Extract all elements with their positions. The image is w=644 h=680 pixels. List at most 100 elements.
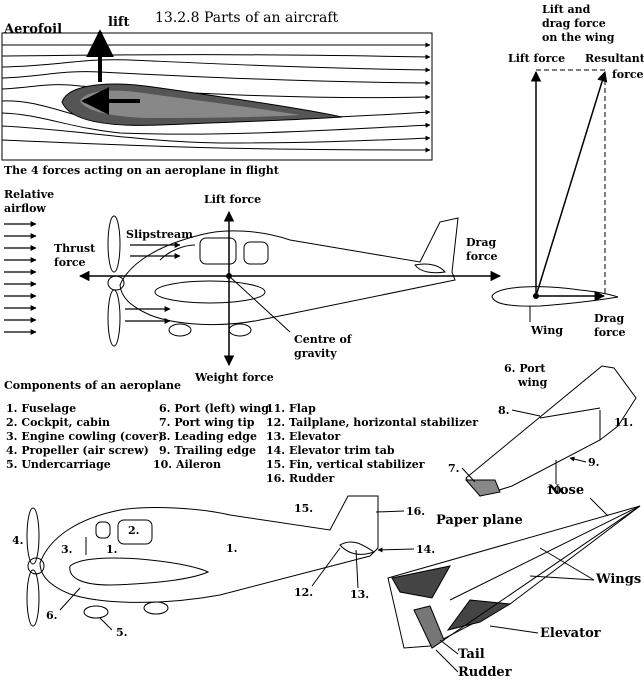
plane-n14: 14.	[416, 543, 435, 556]
n9-leader	[569, 456, 587, 463]
wing-force-heading-3: on the wing	[542, 31, 615, 44]
plane-n2: 2.	[128, 524, 139, 537]
n12-leader	[311, 547, 341, 587]
wing-n8: 8.	[498, 404, 509, 417]
relative-airflow-arrows	[4, 221, 37, 335]
component-item: 11. Flap	[266, 402, 316, 415]
cog-leader	[228, 275, 291, 333]
plane-n1b: 1.	[226, 542, 237, 555]
paper-plane-rudder: Rudder	[458, 665, 512, 680]
resultant-label-1: Resultant	[585, 52, 644, 65]
thrust-label-1: Thrust	[54, 242, 96, 255]
aerofoil-lift-label: lift	[108, 15, 129, 30]
plane-n13: 13.	[350, 588, 369, 601]
tail-leader	[439, 639, 459, 655]
n6-leader	[59, 587, 81, 611]
n14-leader	[377, 547, 415, 553]
relative-airflow-label-2: airflow	[4, 202, 46, 215]
slipstream-arrows	[125, 242, 181, 324]
components-heading: Components of an aeroplane	[4, 379, 181, 392]
wings-leader-2	[529, 575, 595, 581]
components-list: Components of an aeroplane 1. Fuselage 2…	[4, 379, 478, 485]
aerofoil-panel: Aerofoil lift	[1, 15, 433, 161]
wing-drag-label-2: force	[594, 326, 626, 339]
resultant-label-2: force	[612, 68, 644, 81]
plane-n5: 5.	[116, 626, 127, 639]
forces-heading: The 4 forces acting on an aeroplane in f…	[4, 164, 280, 177]
n16-leader	[375, 510, 405, 513]
paper-plane-left-wing-fill	[391, 565, 451, 599]
wing-tip-fill	[464, 479, 501, 497]
wing-n7: 7.	[448, 462, 459, 475]
plane-n1a: 1.	[106, 543, 117, 556]
component-item: 2. Cockpit, cabin	[6, 416, 110, 429]
relative-airflow-label-1: Relative	[4, 188, 54, 201]
wing-force-heading-2: drag force	[542, 17, 606, 30]
wings-leader-1	[539, 547, 595, 581]
wing-detail: 6. Port wing 8. 11. 9. 7. 10.	[448, 362, 637, 497]
component-item: 6. Port (left) wing	[159, 402, 269, 415]
lift-force-label: Lift force	[204, 193, 261, 206]
paper-plane-elevator: Elevator	[540, 626, 601, 641]
four-forces-diagram: Relative airflow	[4, 188, 502, 384]
wing-n10: 10.	[546, 484, 565, 497]
plane-n3: 3.	[61, 543, 72, 556]
drag-label-2: force	[466, 250, 498, 263]
paper-plane-keel	[431, 505, 641, 649]
rudder-leader	[435, 649, 459, 673]
cog-label-1: Centre of	[294, 333, 353, 346]
wing-section	[491, 286, 619, 307]
plane-n12: 12.	[294, 586, 313, 599]
paper-plane-tail: Tail	[458, 647, 485, 662]
elevator-leader	[489, 625, 539, 634]
plane-n16: 16.	[406, 505, 425, 518]
plane-n4: 4.	[12, 534, 23, 547]
wing-detail-line	[539, 407, 601, 419]
n13-leader	[355, 549, 359, 589]
wing-force-heading-1: Lift and	[542, 3, 591, 16]
thrust-label-2: force	[54, 256, 86, 269]
page-title: 13.2.8 Parts of an aircraft	[155, 10, 339, 26]
wing-n6-2: wing	[517, 376, 548, 389]
wing-n11: 11.	[614, 416, 633, 429]
wing-detail-outline	[465, 365, 637, 497]
paper-plane-tail-fill	[413, 605, 445, 649]
drag-label-1: Drag	[466, 236, 496, 249]
n8-leader	[511, 409, 541, 417]
component-item: 4. Propeller (air screw)	[6, 444, 149, 457]
weight-force-label: Weight force	[194, 371, 274, 384]
wing-force-diagram: Lift and drag force on the wing Lift for…	[491, 3, 644, 339]
plane-n15: 15.	[294, 502, 313, 515]
wing-n9: 9.	[588, 456, 599, 469]
component-item: 13. Elevator	[266, 430, 340, 443]
nose-leader	[589, 497, 609, 517]
paper-plane-title: Paper plane	[436, 513, 523, 528]
cog-label-2: gravity	[294, 347, 337, 360]
component-item: 1. Fuselage	[6, 402, 76, 415]
n7-leader	[461, 467, 476, 483]
component-item: 10. Aileron	[153, 458, 221, 471]
aerofoil-inner	[80, 90, 300, 118]
n5-leader	[99, 617, 113, 631]
component-item: 3. Engine cowling (cover)	[6, 430, 163, 443]
paper-plane-fold	[449, 505, 641, 601]
resultant-arrow	[535, 70, 608, 297]
paper-plane-nose: Nose	[548, 483, 584, 498]
component-item: 12. Tailplane, horizontal stabilizer	[266, 416, 478, 429]
component-item: 8. Leading edge	[159, 430, 257, 443]
paper-plane-wings: Wings	[595, 572, 641, 587]
wing-n6-1: 6. Port	[504, 362, 546, 375]
paper-plane-right-wing-fill	[446, 599, 512, 631]
plane-n6: 6.	[46, 609, 57, 622]
aerofoil-frame	[1, 32, 433, 161]
component-item: 5. Undercarriage	[6, 458, 111, 471]
component-item: 7. Port wing tip	[159, 416, 255, 429]
component-item: 14. Elevator trim tab	[266, 444, 395, 457]
airflow-streamlines	[1, 42, 431, 153]
wing-drag-label-1: Drag	[594, 312, 624, 325]
component-item: 16. Rudder	[266, 472, 334, 485]
wing-force-point	[533, 293, 539, 299]
component-item: 15. Fin, vertical stabilizer	[266, 458, 425, 471]
